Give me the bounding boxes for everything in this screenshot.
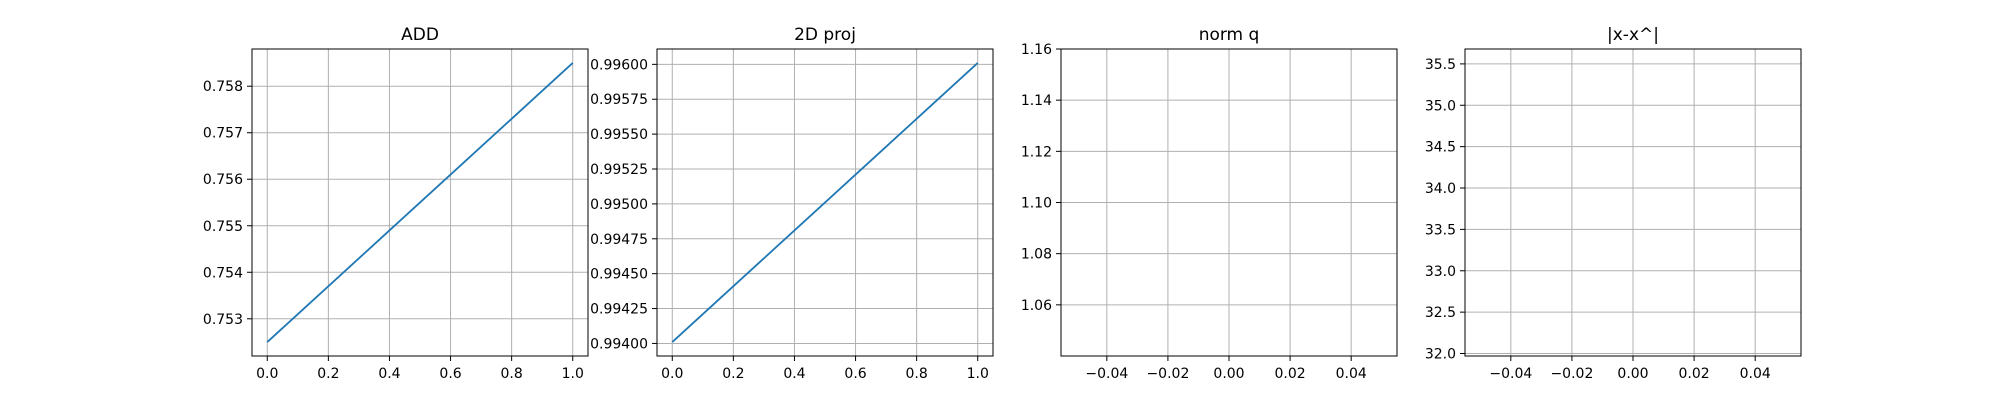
y-tick-label: 0.99525: [590, 162, 648, 178]
y-tick-label: 34.0: [1425, 181, 1456, 197]
y-tick-label: 0.99450: [590, 267, 648, 283]
y-tick-label: 0.99600: [590, 57, 648, 73]
y-tick-label: 34.5: [1425, 140, 1456, 156]
subplot-title: norm q: [1199, 25, 1260, 45]
y-tick-label: 0.99425: [590, 302, 648, 318]
x-tick-label: 0.00: [1213, 366, 1244, 382]
y-tick-label: 0.99400: [590, 336, 648, 352]
y-tick-label: 33.5: [1425, 222, 1456, 238]
y-tick-label: 0.99475: [590, 232, 648, 248]
x-tick-label: 1.0: [967, 366, 989, 382]
subplot-2: 0.0 0.2 0.4 0.6 0.8 1.0 0.99400 0.99425 0.99450 0…: [590, 25, 994, 382]
y-tick-label: 32.0: [1425, 347, 1456, 363]
x-tick-label: −0.02: [1146, 366, 1189, 382]
subplot-title: 2D proj: [794, 25, 856, 45]
y-tick-label: 0.99500: [590, 197, 648, 213]
y-tick-label: 1.10: [1021, 196, 1052, 212]
series-line: [671, 62, 979, 343]
subplot-title: |x-x^|: [1607, 25, 1659, 45]
x-tick-label: 0.8: [501, 366, 523, 382]
x-tick-label: 1.0: [562, 366, 584, 382]
x-tick-label: 0.4: [378, 366, 400, 382]
y-tick-label: 33.0: [1425, 264, 1456, 280]
x-tick-label: 0.00: [1617, 366, 1648, 382]
series-line: [266, 62, 574, 343]
y-tick-label: 0.754: [203, 265, 243, 281]
y-tick-label: 0.756: [203, 172, 243, 188]
x-tick-label: 0.04: [1740, 366, 1771, 382]
y-tick-label: 1.08: [1021, 247, 1052, 263]
subplot-4: −0.04 −0.02 0.00 0.02 0.04 32.0 32.5 33.0 33.5 34…: [1425, 25, 1802, 382]
x-tick-label: 0.02: [1679, 366, 1710, 382]
subplot-title: ADD: [401, 25, 439, 45]
y-tick-label: 0.753: [203, 312, 243, 328]
x-tick-label: 0.0: [256, 366, 278, 382]
x-tick-label: 0.02: [1275, 366, 1306, 382]
y-tick-label: 1.16: [1021, 42, 1052, 58]
x-tick-label: 0.0: [661, 366, 683, 382]
x-tick-label: 0.2: [317, 366, 339, 382]
x-tick-label: −0.04: [1085, 366, 1128, 382]
plot-frame: [251, 48, 589, 357]
y-tick-label: 0.99550: [590, 127, 648, 143]
subplot-1: 0.0 0.2 0.4 0.6 0.8 1.0 0.753 0.754 0.755 0.756 0.…: [203, 25, 589, 382]
x-tick-label: −0.02: [1550, 366, 1593, 382]
y-tick-label: 0.755: [203, 219, 243, 235]
y-tick-label: 0.99575: [590, 92, 648, 108]
y-tick-label: 0.758: [203, 79, 243, 95]
y-tick-label: 1.06: [1021, 298, 1052, 314]
y-tick-label: 1.12: [1021, 144, 1052, 160]
y-tick-label: 0.757: [203, 126, 243, 142]
y-tick-label: 35.5: [1425, 57, 1456, 73]
x-tick-label: 0.6: [439, 366, 461, 382]
subplot-3: −0.04 −0.02 0.00 0.02 0.04 1.06 1.08 1.10 1.12 1.…: [1021, 25, 1398, 382]
x-tick-label: 0.6: [844, 366, 866, 382]
x-tick-label: 0.8: [906, 366, 928, 382]
x-tick-label: 0.04: [1336, 366, 1367, 382]
y-tick-label: 35.0: [1425, 98, 1456, 114]
x-tick-label: −0.04: [1489, 366, 1532, 382]
y-tick-label: 32.5: [1425, 305, 1456, 321]
x-tick-label: 0.4: [783, 366, 805, 382]
x-tick-label: 0.2: [722, 366, 744, 382]
y-tick-label: 1.14: [1021, 93, 1052, 109]
plot-frame: [656, 48, 994, 357]
